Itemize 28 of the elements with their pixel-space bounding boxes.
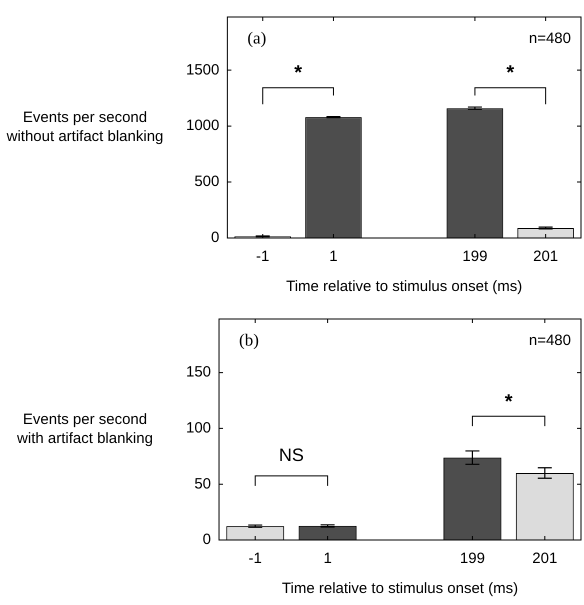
y-tick-label: 500 [194, 173, 220, 190]
annotation: * [294, 62, 302, 84]
x-tick-label: 199 [460, 550, 485, 568]
x-tick-label: 201 [533, 248, 558, 266]
x-axis-title: Time relative to stimulus onset (ms) [286, 278, 522, 296]
y-tick-label: 50 [194, 475, 212, 492]
annotation: n=480 [528, 332, 571, 350]
y-tick-label: 1500 [186, 61, 220, 78]
x-tick-label: 1 [323, 550, 332, 568]
y-tick-label: 1000 [186, 117, 220, 134]
y-tick-label: 150 [186, 364, 212, 381]
y-tick-label: 0 [211, 229, 220, 246]
y-tick-label: 0 [202, 531, 212, 548]
annotation: * [506, 62, 514, 84]
x-tick-label: 1 [329, 248, 338, 266]
y-axis-title: Events per second without artifact blanking [6, 109, 164, 146]
x-tick-label: 201 [532, 550, 558, 568]
x-tick-label: -1 [256, 248, 270, 266]
x-tick-label: -1 [248, 550, 262, 568]
annotation: * [504, 390, 513, 413]
x-tick-label: 199 [462, 248, 488, 266]
annotation: NS [278, 444, 304, 465]
y-axis-title: Events per second with artifact blanking [16, 411, 153, 448]
annotation: n=480 [528, 30, 571, 48]
annotation: (a) [247, 28, 266, 48]
y-tick-label: 100 [186, 420, 212, 437]
annotation: (b) [239, 330, 259, 350]
x-axis-title: Time relative to stimulus onset (ms) [282, 580, 518, 598]
